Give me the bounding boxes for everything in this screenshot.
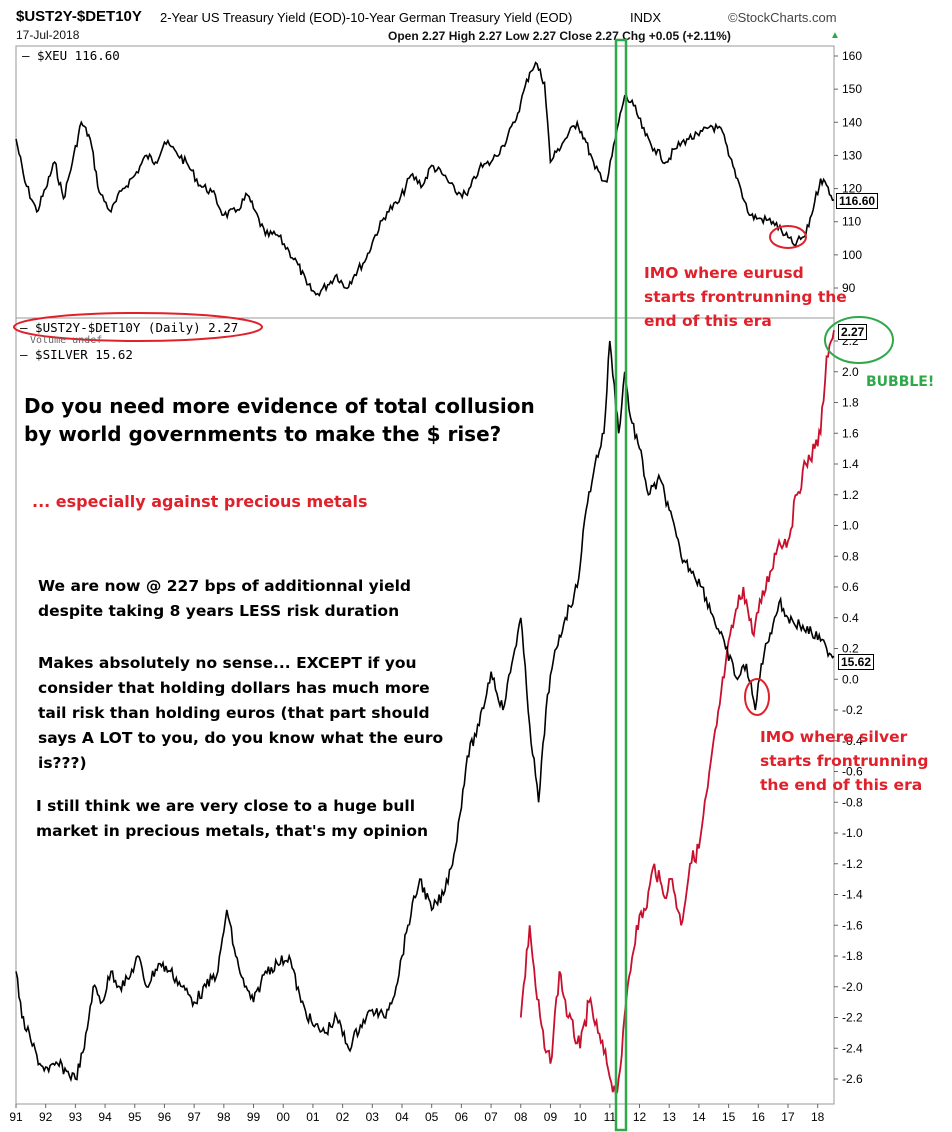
upper-ytick-label: 110 [842, 215, 861, 229]
lower-ytick-label: -2.2 [842, 1011, 863, 1025]
xtick-label: 96 [158, 1110, 172, 1124]
highlight-2011-band [614, 38, 628, 1132]
lower-ytick-label: 0.4 [842, 611, 859, 625]
silver-value-box: 15.62 [838, 654, 875, 670]
eurusd-circle [769, 225, 807, 249]
xeu-value-box: 116.60 [836, 193, 879, 209]
xtick-label: 12 [633, 1110, 647, 1124]
legend-highlight-ellipse [13, 312, 263, 342]
lower-ytick-label: -1.6 [842, 918, 863, 932]
xtick-label: 91 [9, 1110, 23, 1124]
upper-ytick-label: 150 [842, 82, 862, 96]
xtick-label: 18 [811, 1110, 825, 1124]
lower-ytick-label: 1.0 [842, 519, 859, 533]
upper-ytick-label: 100 [842, 248, 862, 262]
subheadline-annotation: ... especially against precious metals [32, 492, 368, 511]
lower-ytick-label: 1.6 [842, 426, 859, 440]
tail-risk-annotation: Makes absolutely no sense... EXCEPT if y… [38, 654, 444, 772]
chart-symbol: $UST2Y-$DET10Y [16, 8, 142, 25]
xtick-label: 05 [425, 1110, 439, 1124]
xeu-series-line [15, 61, 835, 297]
lower-ytick-label: -2.0 [842, 980, 863, 994]
spread-value-box: 2.27 [838, 324, 868, 340]
bubble-label: BUBBLE! [866, 374, 935, 390]
xtick-label: 01 [306, 1110, 320, 1124]
lower-ytick-label: 0.8 [842, 549, 859, 563]
silver-circle [744, 678, 770, 716]
xtick-label: 03 [366, 1110, 380, 1124]
upper-ytick-label: 140 [842, 115, 862, 129]
legend-spread: — $UST2Y-$DET10Y (Daily) 2.27 [20, 320, 239, 335]
upper-ytick-label: 160 [842, 49, 862, 63]
silver-series-line [519, 330, 835, 1098]
lower-ytick-label: -1.8 [842, 949, 863, 963]
xtick-label: 16 [752, 1110, 766, 1124]
lower-ytick-label: -2.4 [842, 1041, 863, 1055]
lower-ytick-label: -0.4 [842, 734, 863, 748]
lower-panel-frame [15, 317, 835, 1105]
xtick-label: 92 [39, 1110, 53, 1124]
xtick-label: 99 [247, 1110, 261, 1124]
xtick-label: 10 [573, 1110, 587, 1124]
xtick-label: 09 [544, 1110, 558, 1124]
lower-ytick-label: 2.0 [842, 365, 859, 379]
lower-ytick-label: -1.2 [842, 857, 863, 871]
xtick-label: 04 [395, 1110, 409, 1124]
lower-ytick-label: 1.8 [842, 396, 859, 410]
xtick-label: 00 [277, 1110, 291, 1124]
lower-ytick-label: 0.2 [842, 642, 859, 656]
bubble-circle [824, 316, 894, 364]
xtick-label: 97 [187, 1110, 201, 1124]
exchange-label: INDX [630, 10, 662, 25]
xtick-label: 08 [514, 1110, 528, 1124]
legend-xeu: — $XEU 116.60 [22, 48, 120, 63]
headline-annotation: Do you need more evidence of total collu… [24, 394, 535, 446]
quote-line: Open 2.27 High 2.27 Low 2.27 Close 2.27 … [388, 29, 731, 43]
eurusd-note: IMO where eurusd starts frontrunning the… [644, 264, 847, 330]
upper-ytick-label: 130 [842, 148, 862, 162]
xtick-label: 98 [217, 1110, 231, 1124]
xtick-label: 06 [455, 1110, 469, 1124]
up-arrow-icon: ▲ [830, 30, 840, 41]
lower-ytick-label: 1.4 [842, 457, 859, 471]
xtick-label: 07 [484, 1110, 498, 1124]
lower-ytick-label: -2.6 [842, 1072, 863, 1086]
legend-volume: Volume undef [30, 335, 103, 346]
spread-series-line [15, 340, 835, 1083]
upper-ytick-label: 90 [842, 281, 856, 295]
lower-ytick-label: -1.0 [842, 826, 863, 840]
chart-date: 17-Jul-2018 [16, 28, 80, 42]
xtick-label: 11 [604, 1110, 617, 1124]
xtick-label: 14 [692, 1110, 706, 1124]
lower-ytick-label: -0.8 [842, 795, 863, 809]
lower-ytick-label: -0.6 [842, 765, 863, 779]
xtick-label: 02 [336, 1110, 350, 1124]
xtick-label: 93 [69, 1110, 83, 1124]
stockcharts-logo[interactable]: ©StockCharts.com [728, 10, 837, 25]
yield-annotation: We are now @ 227 bps of additionnal yiel… [38, 577, 412, 620]
upper-ytick-label: 120 [842, 182, 862, 196]
lower-ytick-label: -0.2 [842, 703, 863, 717]
xtick-label: 15 [722, 1110, 736, 1124]
lower-ytick-label: 0.0 [842, 672, 859, 686]
chart-description: 2-Year US Treasury Yield (EOD)-10-Year G… [160, 10, 573, 25]
lower-ytick-label: 0.6 [842, 580, 859, 594]
lower-ytick-label: 1.2 [842, 488, 859, 502]
opinion-annotation: I still think we are very close to a hug… [36, 797, 429, 840]
xtick-label: 94 [98, 1110, 112, 1124]
lower-ytick-label: -1.4 [842, 888, 863, 902]
silver-note: IMO where silver starts frontrunning the… [760, 728, 929, 794]
xtick-label: 13 [663, 1110, 677, 1124]
legend-silver: — $SILVER 15.62 [20, 347, 133, 362]
xtick-label: 95 [128, 1110, 142, 1124]
xtick-label: 17 [781, 1110, 795, 1124]
